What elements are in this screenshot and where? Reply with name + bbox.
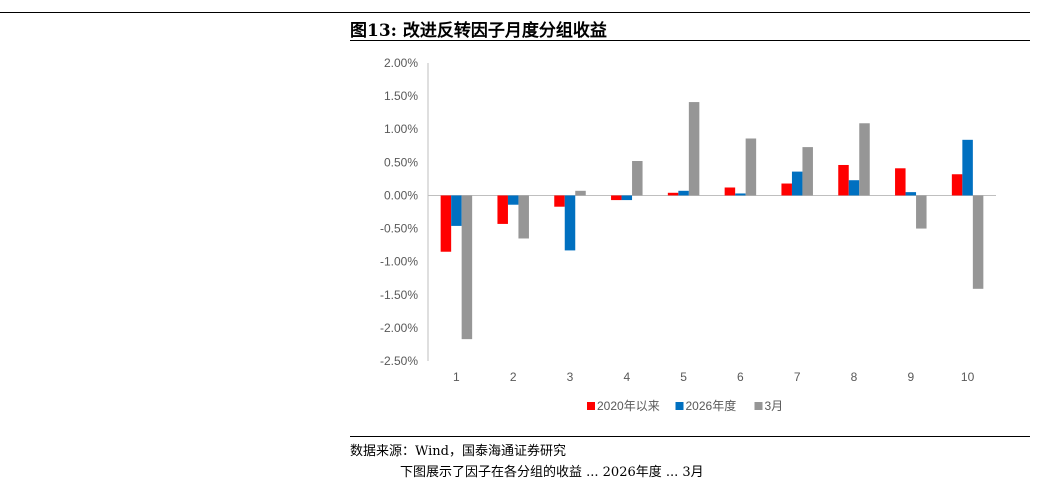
legend-swatch-1 [587,402,595,410]
bar-3-9 [916,195,927,229]
y-tick-label: 1.50% [384,89,418,103]
x-tick-label: 10 [961,370,975,384]
bar-1-3 [554,195,565,207]
y-tick-label: 0.00% [384,188,418,202]
top-rule [0,12,1030,13]
bar-1-4 [611,195,622,201]
title-rule [350,40,1030,41]
x-tick-label: 1 [453,370,460,384]
bar-1-10 [951,174,963,196]
x-tick-label: 3 [567,370,574,384]
bar-2-6 [735,193,746,196]
bar-3-2 [518,195,529,239]
bar-2-1 [451,195,462,226]
bar-2-9 [905,192,917,196]
legend-swatch-2 [675,402,684,410]
bar-3-3 [575,190,586,196]
y-tick-label: -1.00% [380,255,418,269]
legend-label-3: 3月 [765,399,784,413]
bar-2-2 [507,195,519,205]
bar-1-6 [724,187,736,196]
bar-2-7 [791,171,803,196]
bar-3-7 [802,147,813,196]
y-tick-label: -1.50% [380,288,418,302]
bar-chart: 2.00% 1.50% 1.00% 0.50% 0.00% -0.50% -1.00% -1.… [380,56,996,413]
bar-1-8 [838,164,849,196]
bar-1-9 [895,168,906,196]
bar-1-7 [781,183,792,196]
bar-3-8 [859,123,870,196]
y-tick-label: -2.00% [380,321,418,335]
bar-1-5 [667,192,679,196]
bar-2-8 [848,180,860,196]
bar-2-3 [564,195,576,251]
x-tick-label: 6 [737,370,744,384]
legend-label-2: 2026年度 [686,398,737,413]
bar-1-2 [497,195,508,224]
y-tick-label: 1.00% [384,122,418,136]
bar-2-4 [621,195,633,201]
x-tick-label: 5 [680,370,687,384]
legend-label-1: 2020年以来 [597,399,660,413]
legend-swatch-3 [754,402,763,410]
x-tick-label: 9 [907,370,914,384]
y-tick-label: 0.50% [384,155,418,169]
bar-3-1 [461,195,473,340]
bar-2-10 [962,139,973,196]
x-tick-label: 4 [623,370,630,384]
source-note: 数据来源：Wind，国泰海通证券研究 [350,444,566,459]
source-rule [350,436,1030,437]
x-tick-label: 8 [851,370,858,384]
bar-3-6 [745,138,757,196]
bar-3-4 [632,161,643,196]
bar-2-5 [678,190,689,196]
y-tick-label: 2.00% [384,56,418,70]
bar-3-10 [972,195,984,289]
figure-title: 图13: 改进反转因子月度分组收益 [350,21,607,41]
y-tick-label: -2.50% [380,354,418,368]
y-tick-label: -0.50% [380,222,418,236]
bar-3-5 [688,102,700,196]
caption-fragment: 下图展示了因子在各分组的收益 ... 2026年度 ... 3月 [400,465,704,480]
x-tick-label: 2 [510,370,517,384]
bar-1-1 [440,195,452,252]
x-tick-label: 7 [794,370,801,384]
